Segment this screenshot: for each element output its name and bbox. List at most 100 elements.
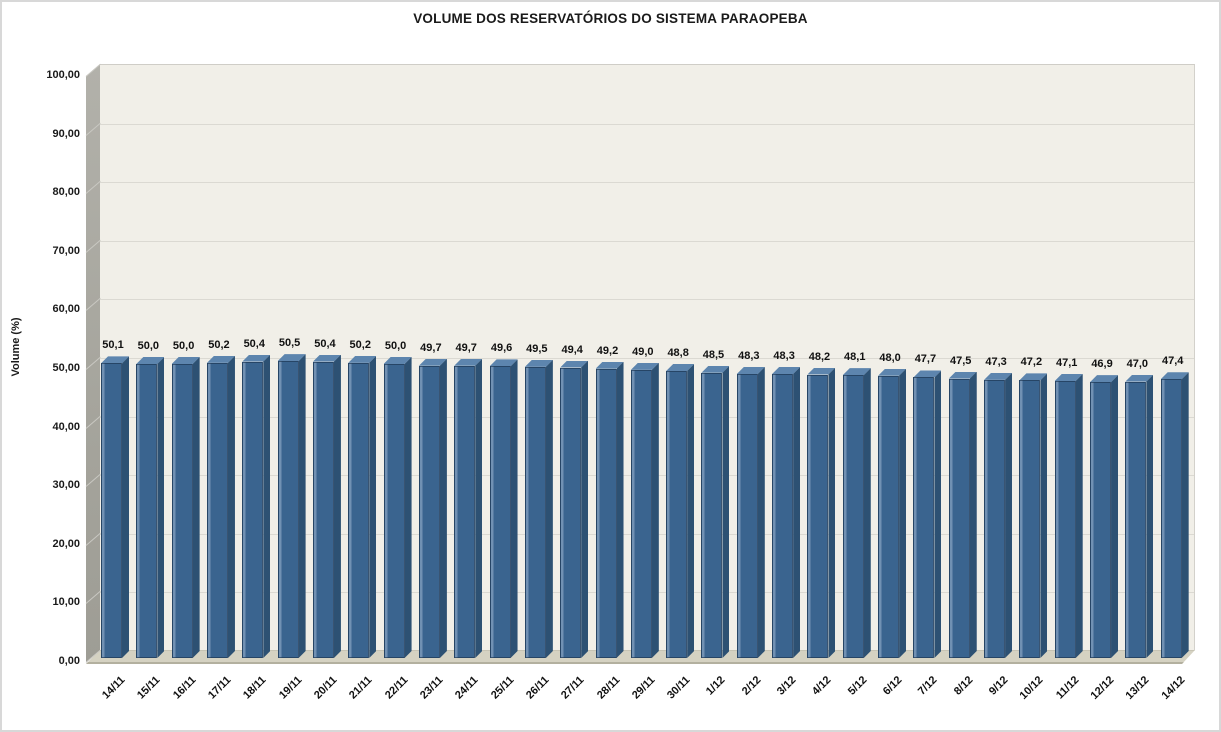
x-axis-label: 14/12 bbox=[1159, 674, 1188, 702]
x-axis-label: 2/12 bbox=[739, 674, 764, 698]
y-axis-label: 20,00 bbox=[52, 537, 80, 550]
bar-front-face bbox=[383, 364, 405, 658]
bar bbox=[595, 361, 624, 658]
bar-side-face bbox=[122, 356, 129, 658]
bar-value-label: 47,4 bbox=[1161, 355, 1184, 368]
bar-front-face bbox=[101, 363, 122, 658]
bar-top-face bbox=[524, 359, 553, 367]
x-axis-label: 21/11 bbox=[347, 674, 375, 702]
bar-side-face bbox=[405, 357, 412, 658]
bar bbox=[312, 354, 341, 658]
x-axis-label: 14/11 bbox=[99, 674, 128, 702]
bar bbox=[807, 367, 836, 658]
bar-top-face bbox=[277, 354, 306, 362]
bar-top-face bbox=[984, 372, 1013, 380]
bar-front-face bbox=[842, 375, 864, 658]
x-axis-label: 10/12 bbox=[1017, 674, 1046, 702]
x-axis-label: 9/12 bbox=[986, 674, 1011, 698]
bar-value-label: 49,5 bbox=[526, 342, 548, 355]
bar-top-face bbox=[383, 357, 412, 364]
gridline bbox=[100, 182, 1194, 184]
x-axis-label: 24/11 bbox=[453, 674, 481, 702]
gridline bbox=[100, 299, 1194, 301]
bar-front-face bbox=[630, 369, 652, 658]
bar-front-face bbox=[489, 366, 511, 658]
bar-top-face bbox=[595, 361, 624, 369]
chart-title: VOLUME DOS RESERVATÓRIOS DO SISTEMA PARA… bbox=[413, 11, 808, 26]
bar-side-face bbox=[828, 368, 835, 658]
y-axis-label: 10,00 bbox=[52, 596, 80, 609]
x-axis-label: 20/11 bbox=[311, 674, 340, 702]
bar-side-face bbox=[722, 366, 729, 658]
bar-top-face bbox=[348, 355, 377, 363]
x-axis-label: 18/11 bbox=[241, 674, 269, 702]
y-axis-label: 70,00 bbox=[52, 244, 80, 257]
bar-side-face bbox=[157, 357, 164, 658]
bar-front-face bbox=[1054, 380, 1076, 658]
bar-front-face bbox=[1160, 379, 1182, 658]
x-axis-label: 5/12 bbox=[845, 674, 870, 698]
bar-front-face bbox=[666, 371, 688, 658]
x-axis-label: 17/11 bbox=[205, 674, 234, 702]
bar bbox=[383, 357, 412, 658]
x-axis-label: 19/11 bbox=[276, 674, 305, 702]
bar-top-face bbox=[878, 368, 907, 376]
bar-value-label: 48,3 bbox=[738, 349, 760, 362]
x-axis-label: 4/12 bbox=[810, 674, 834, 698]
bar bbox=[560, 360, 589, 658]
bar-top-face bbox=[489, 359, 518, 367]
x-axis-label: 8/12 bbox=[951, 674, 976, 698]
bar-top-face bbox=[913, 370, 942, 378]
x-axis-label: 25/11 bbox=[488, 674, 517, 702]
bar-value-label: 50,2 bbox=[208, 338, 230, 351]
x-axis-label: 28/11 bbox=[594, 674, 623, 702]
bar-value-label: 50,5 bbox=[278, 337, 301, 350]
bar-value-label: 49,7 bbox=[455, 341, 477, 354]
bar-top-face bbox=[560, 360, 589, 368]
bar-front-face bbox=[878, 375, 900, 658]
bar-top-face bbox=[1160, 372, 1189, 380]
bar-value-label: 48,1 bbox=[844, 351, 866, 364]
x-axis-label: 27/11 bbox=[559, 674, 587, 702]
bar bbox=[136, 357, 165, 658]
y-axis-label: 0,00 bbox=[58, 655, 80, 667]
x-axis-label: 16/11 bbox=[170, 674, 199, 702]
bar-side-face bbox=[1076, 374, 1083, 658]
x-axis-label: 11/12 bbox=[1053, 674, 1082, 702]
bar-top-face bbox=[171, 357, 200, 364]
bar-front-face bbox=[136, 364, 158, 658]
bar-side-face bbox=[687, 364, 694, 658]
bar-side-face bbox=[511, 359, 518, 658]
x-axis-label: 7/12 bbox=[916, 674, 940, 698]
bar bbox=[348, 355, 377, 658]
bar-side-face bbox=[793, 367, 800, 658]
bar-front-face bbox=[984, 379, 1006, 658]
bar-value-label: 47,3 bbox=[985, 355, 1007, 368]
bar-side-face bbox=[546, 360, 553, 658]
bar bbox=[984, 372, 1013, 658]
y-axis-label: 30,00 bbox=[52, 479, 80, 492]
bar bbox=[948, 371, 977, 658]
bar-front-face bbox=[524, 366, 546, 658]
y-axis-label: 50,00 bbox=[52, 362, 80, 374]
bar-value-label: 50,2 bbox=[349, 338, 371, 351]
bar-side-face bbox=[440, 359, 447, 658]
bar bbox=[242, 354, 271, 658]
bar-side-face bbox=[1146, 375, 1153, 658]
bar bbox=[1160, 372, 1189, 658]
bar-front-face bbox=[595, 368, 617, 658]
bar-top-face bbox=[842, 368, 871, 376]
bar bbox=[878, 368, 907, 658]
bar bbox=[736, 366, 765, 658]
bar-value-label: 48,5 bbox=[702, 348, 725, 361]
gridline bbox=[100, 358, 1194, 359]
bar-front-face bbox=[772, 373, 794, 658]
bar bbox=[1019, 373, 1048, 658]
bar-value-label: 47,0 bbox=[1126, 357, 1149, 370]
bar-top-face bbox=[312, 354, 341, 362]
bar-front-face bbox=[560, 367, 582, 658]
bar-top-face bbox=[454, 358, 483, 366]
bar-top-face bbox=[1019, 373, 1048, 381]
bar-front-face bbox=[454, 365, 476, 658]
